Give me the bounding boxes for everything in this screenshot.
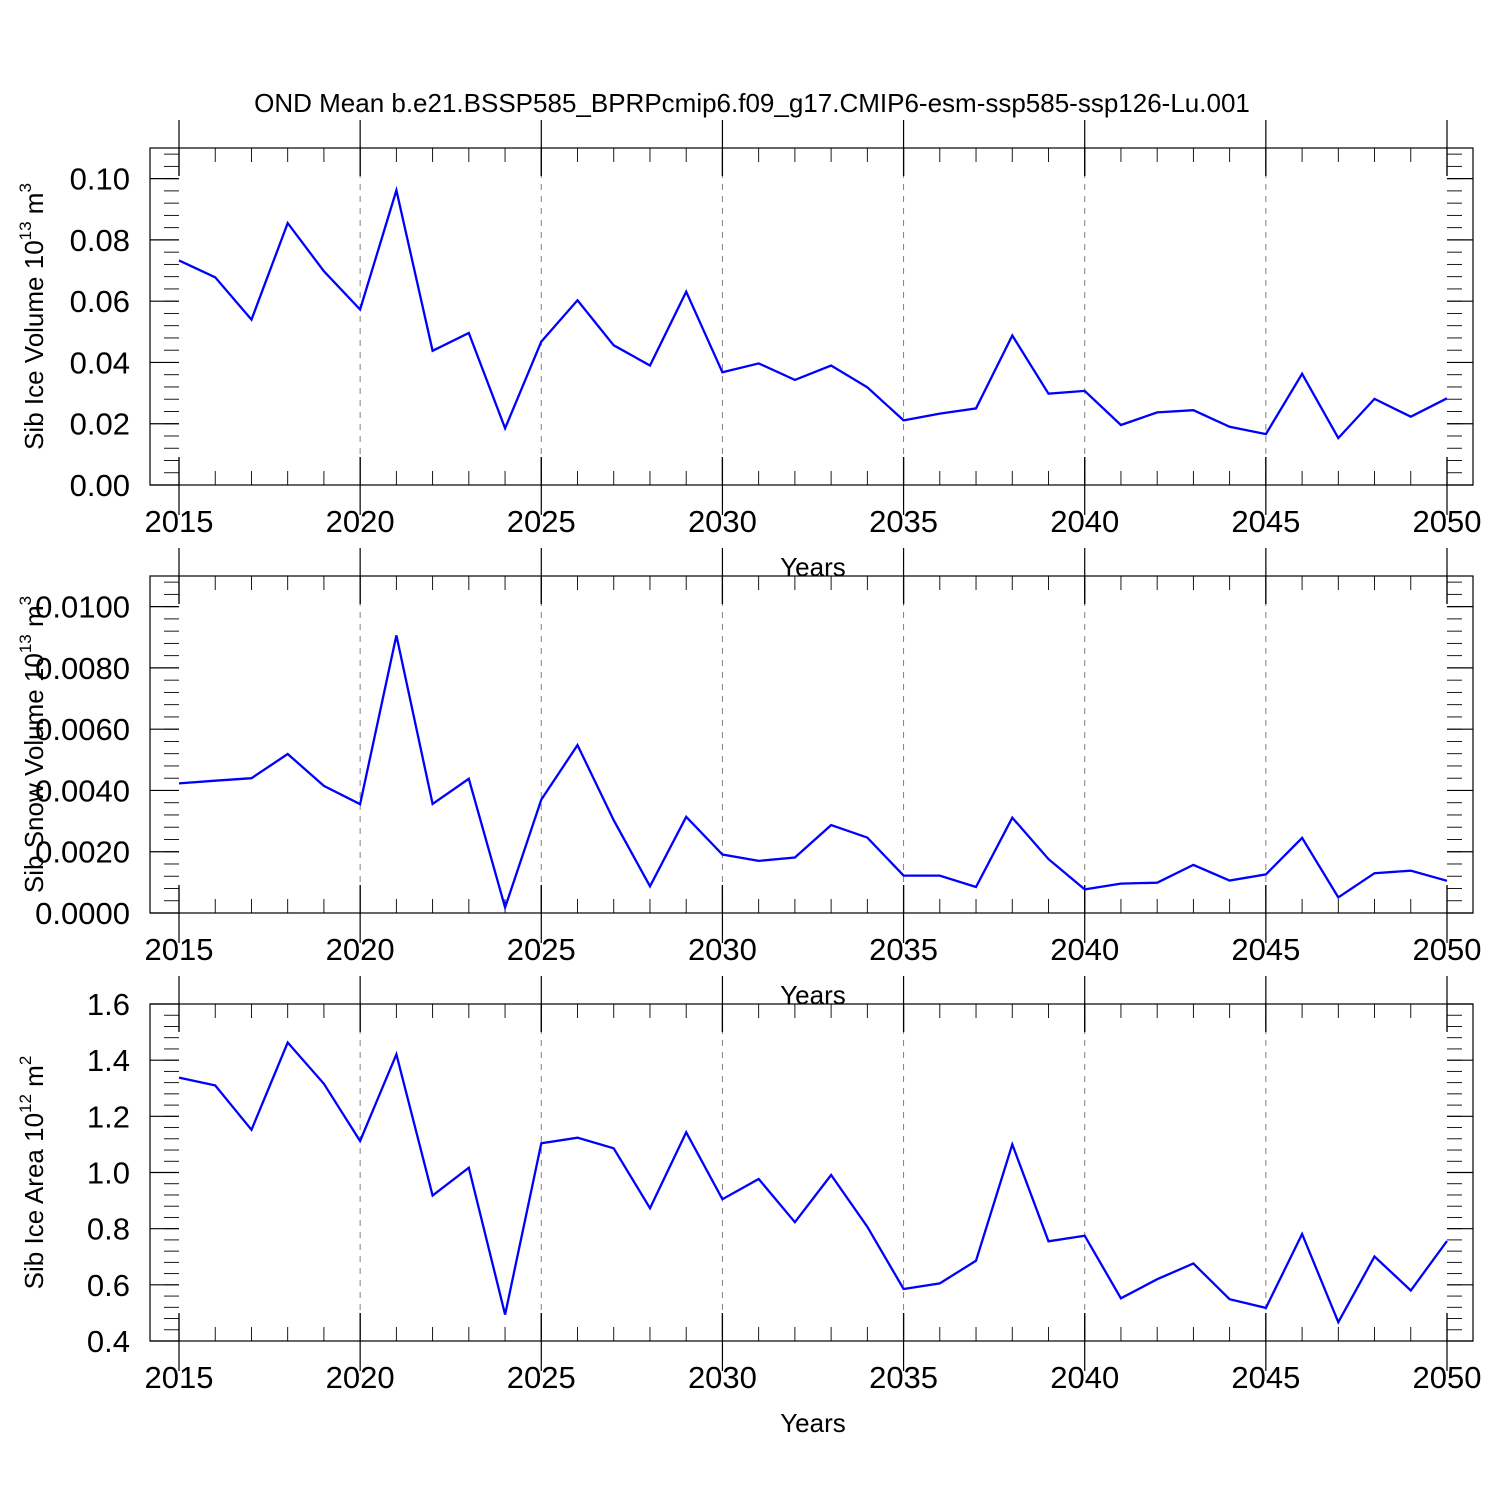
- y-tick-label: 0.0000: [35, 896, 130, 931]
- y-tick-label: 0.08: [70, 223, 130, 258]
- y-tick-label: 0.4: [87, 1324, 130, 1359]
- y-tick-label: 0.0060: [35, 712, 130, 747]
- series-line: [178, 635, 1448, 912]
- y-tick-label: 0.0040: [35, 773, 130, 808]
- x-tick-label: 2050: [1413, 1360, 1482, 1395]
- x-tick-label: 2035: [869, 504, 938, 539]
- y-tick-label: 0.04: [70, 345, 130, 380]
- y-tick-label: 0.0020: [35, 835, 130, 870]
- x-tick-label: 2035: [869, 1360, 938, 1395]
- x-tick-label: 2020: [326, 1360, 395, 1395]
- x-tick-label: 2040: [1050, 504, 1119, 539]
- x-tick-label: 2035: [869, 932, 938, 967]
- y-tick-label: 0.8: [87, 1212, 130, 1247]
- y-tick-label: 0.6: [87, 1268, 130, 1303]
- y-tick-label: 0.10: [70, 162, 130, 197]
- x-axis-label: Years: [780, 552, 846, 582]
- x-tick-label: 2025: [507, 504, 576, 539]
- y-axis-label: Sib Ice Volume 1013 m3: [16, 183, 49, 450]
- panel-3: 0.4 0.6 0.8 1.0 1.2 1.4 1.6 2015 2020 2025 2030 203…: [16, 976, 1481, 1438]
- panel-2: 0.0000 0.0020 0.0040 0.0060 0.0080 0.0100 2015…: [16, 548, 1481, 1010]
- y-tick-label: 1.2: [87, 1099, 130, 1134]
- x-tick-label: 2040: [1050, 1360, 1119, 1395]
- x-tick-label: 2015: [145, 932, 214, 967]
- series-line: [178, 185, 1448, 441]
- x-tick-label: 2045: [1231, 1360, 1300, 1395]
- series-line: [178, 1040, 1448, 1325]
- x-tick-label: 2030: [688, 1360, 757, 1395]
- x-tick-label: 2030: [688, 932, 757, 967]
- y-tick-label: 1.4: [87, 1043, 130, 1078]
- y-tick-label: 0.0100: [35, 590, 130, 625]
- y-axis-label: Sib Snow Volume 1013 m3: [16, 596, 49, 893]
- x-tick-label: 2045: [1231, 932, 1300, 967]
- y-tick-label: 0.0080: [35, 651, 130, 686]
- x-tick-label: 2020: [326, 504, 395, 539]
- y-axis-label: Sib Ice Area 1012 m2: [16, 1056, 49, 1290]
- x-tick-label: 2040: [1050, 932, 1119, 967]
- y-tick-label: 1.0: [87, 1156, 130, 1191]
- x-tick-label: 2050: [1413, 932, 1482, 967]
- x-tick-label: 2020: [326, 932, 395, 967]
- x-tick-label: 2030: [688, 504, 757, 539]
- x-tick-label: 2025: [507, 932, 576, 967]
- panel-1: 0.00 0.02 0.04 0.06 0.08 0.10 2015 2020 2025 2030…: [16, 120, 1481, 582]
- y-tick-label: 1.6: [87, 987, 130, 1022]
- chart-title: OND Mean b.e21.BSSP585_BPRPcmip6.f09_g17…: [254, 88, 1250, 118]
- y-tick-label: 0.00: [70, 468, 130, 503]
- x-tick-label: 2015: [145, 1360, 214, 1395]
- plot-frame: [149, 575, 1474, 914]
- y-tick-label: 0.06: [70, 284, 130, 319]
- x-axis-label: Years: [780, 980, 846, 1010]
- x-tick-label: 2015: [145, 504, 214, 539]
- plot-frame: [149, 147, 1474, 486]
- y-tick-label: 0.02: [70, 407, 130, 442]
- x-tick-label: 2050: [1413, 504, 1482, 539]
- x-tick-label: 2025: [507, 1360, 576, 1395]
- x-tick-label: 2045: [1231, 504, 1300, 539]
- x-axis-label: Years: [780, 1408, 846, 1438]
